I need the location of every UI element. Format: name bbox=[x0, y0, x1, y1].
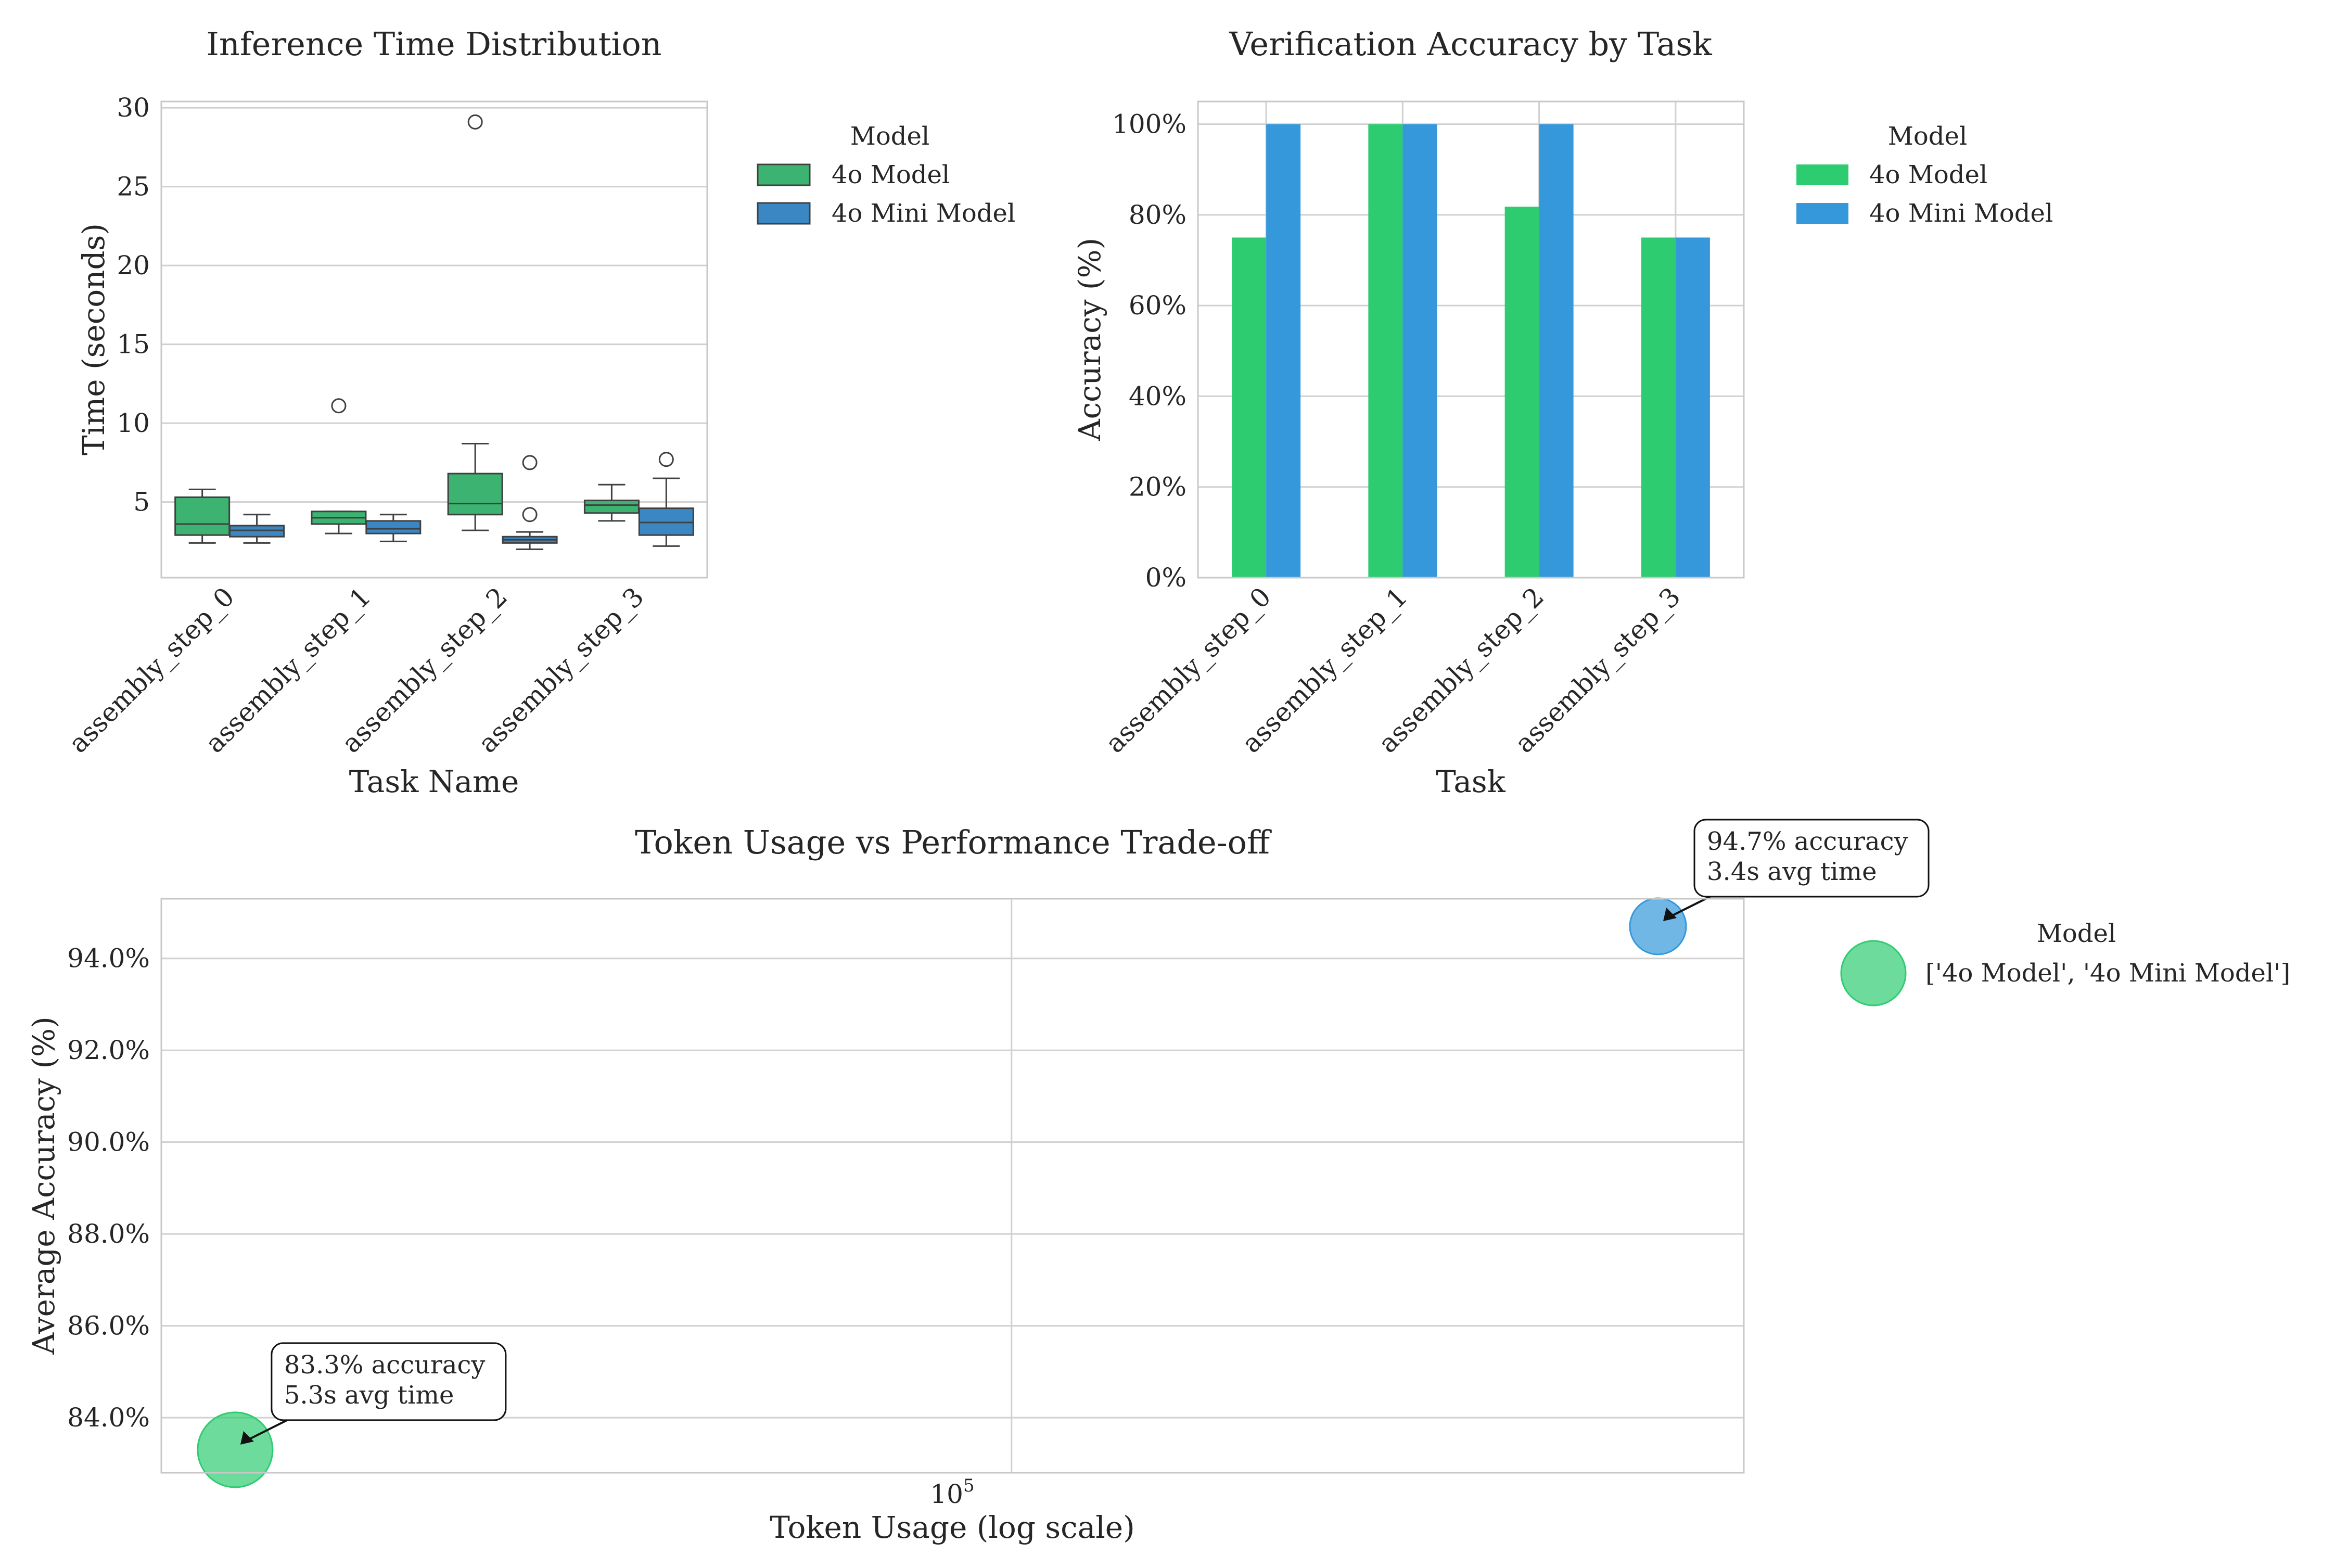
c1-y-tick-label: 15 bbox=[117, 329, 150, 360]
c2-y-tick-label: 40% bbox=[1129, 381, 1186, 411]
c2-bar-4o-mini bbox=[1266, 124, 1301, 578]
c1-outlier bbox=[658, 452, 674, 467]
c1-legend-swatch-4o-mini bbox=[757, 202, 811, 225]
c1-legend-label-4o-mini: 4o Mini Model bbox=[832, 199, 1015, 228]
c3-legend-title: Model bbox=[2037, 919, 2116, 948]
c1-box-4o bbox=[311, 398, 367, 534]
c1-box-body bbox=[638, 507, 694, 536]
c1-legend-swatch-4o bbox=[757, 163, 811, 186]
c3-annotation-box bbox=[1693, 819, 1930, 898]
c3-legend-label: ['4o Model', '4o Mini Model'] bbox=[1925, 959, 2290, 988]
c1-box-body bbox=[447, 473, 503, 516]
verification-accuracy-chart: 0% 20% 40% 60% 80% 100% assembly_step_0assemb… bbox=[1072, 25, 2053, 799]
c2-y-tick-label: 60% bbox=[1129, 290, 1186, 321]
c3-y-tick-label: 90.0% bbox=[67, 1127, 150, 1157]
c2-bar-4o bbox=[1641, 237, 1676, 578]
c2-plot-frame bbox=[1197, 100, 1745, 579]
c3-y-tick-label: 86.0% bbox=[67, 1311, 150, 1341]
c2-y-tick-label: 80% bbox=[1129, 200, 1186, 230]
c2-bar-4o bbox=[1368, 124, 1403, 578]
c1-y-tick-label: 30 bbox=[117, 93, 150, 123]
c3-title: Token Usage vs Performance Trade-off bbox=[635, 823, 1272, 861]
c2-y-tick-label: 100% bbox=[1112, 109, 1186, 139]
c3-annotation-text: 94.7% accuracy bbox=[1707, 827, 1908, 856]
c2-legend-label-4o: 4o Model bbox=[1869, 160, 1987, 189]
c3-annotation-text: 3.4s avg time bbox=[1707, 857, 1877, 886]
c2-title: Verification Accuracy by Task bbox=[1229, 25, 1712, 63]
c1-box-4o-mini bbox=[229, 514, 285, 544]
c1-legend-label-4o: 4o Model bbox=[832, 160, 950, 189]
c2-x-axis-label: Task bbox=[1436, 764, 1506, 799]
c2-x-ticks: assembly_step_0assembly_step_1assembly_s… bbox=[1100, 581, 1686, 759]
c2-bar-4o-mini bbox=[1675, 237, 1710, 578]
c1-x-ticks: assembly_step_0assembly_step_1assembly_s… bbox=[63, 581, 649, 759]
c2-marks bbox=[1232, 124, 1710, 578]
c3-x-ticks: 105 bbox=[930, 1475, 974, 1509]
c3-x-tick-label: 105 bbox=[930, 1475, 974, 1509]
c3-y-tick-label: 92.0% bbox=[67, 1035, 150, 1065]
c1-outlier bbox=[467, 114, 483, 130]
c2-legend-title: Model bbox=[1888, 122, 1968, 151]
inference-time-chart: 5 10 15 20 25 30 assembly_step_0assembly_step… bbox=[63, 25, 1015, 799]
c1-outlier bbox=[331, 398, 347, 414]
c3-annotation-text: 83.3% accuracy bbox=[284, 1350, 486, 1380]
c1-y-tick-label: 20 bbox=[117, 250, 150, 281]
c1-box-4o bbox=[583, 483, 640, 522]
c3-point-4o-mini bbox=[1629, 897, 1687, 955]
c1-y-tick-label: 25 bbox=[117, 172, 150, 202]
c1-box-4o bbox=[447, 114, 503, 531]
c2-bar-4o bbox=[1232, 237, 1267, 578]
c1-marks bbox=[174, 114, 694, 550]
c3-point-4o bbox=[197, 1411, 274, 1488]
c3-y-axis-label: Average Accuracy (%) bbox=[26, 1016, 61, 1355]
c1-box-4o-mini bbox=[365, 514, 422, 542]
c3-annotation-box bbox=[271, 1342, 507, 1421]
c3-plot-frame bbox=[160, 898, 1745, 1474]
c2-bar-4o-mini bbox=[1402, 124, 1437, 578]
c1-y-ticks: 5 10 15 20 25 30 bbox=[117, 93, 150, 517]
c2-y-ticks: 0% 20% 40% 60% 80% 100% bbox=[1112, 109, 1186, 593]
c1-box-4o-mini bbox=[502, 455, 558, 550]
c2-legend: Model 4o Model 4o Mini Model bbox=[1796, 122, 2053, 228]
c3-y-ticks: 84.0% 86.0% 88.0% 90.0% 92.0% 94.0% bbox=[67, 944, 150, 1433]
c2-y-tick-label: 0% bbox=[1145, 563, 1186, 593]
c1-legend-title: Model bbox=[850, 122, 930, 151]
c1-grid bbox=[161, 107, 707, 503]
c3-y-tick-label: 88.0% bbox=[67, 1219, 150, 1249]
c1-x-axis-label: Task Name bbox=[349, 764, 519, 799]
c1-box-body bbox=[583, 500, 640, 514]
c1-title: Inference Time Distribution bbox=[206, 25, 661, 63]
c2-legend-label-4o-mini: 4o Mini Model bbox=[1869, 199, 2053, 228]
c1-outlier bbox=[522, 507, 538, 522]
c1-box-body bbox=[365, 520, 422, 534]
c3-annotation-arrowhead bbox=[240, 1431, 254, 1445]
c1-y-axis-label: Time (seconds) bbox=[76, 223, 111, 455]
c2-y-axis-label: Accuracy (%) bbox=[1072, 238, 1107, 442]
c3-legend-marker bbox=[1840, 940, 1907, 1006]
c2-legend-swatch-4o-mini bbox=[1796, 203, 1848, 224]
c1-box-4o bbox=[174, 488, 231, 544]
c3-legend: Model ['4o Model', '4o Mini Model'] bbox=[1840, 919, 2290, 1006]
c3-x-axis-label: Token Usage (log scale) bbox=[770, 1510, 1134, 1545]
c3-annotation-arrowhead bbox=[1663, 907, 1677, 921]
c3-y-tick-label: 94.0% bbox=[67, 944, 150, 974]
c3-annotation-text: 5.3s avg time bbox=[284, 1381, 454, 1410]
c1-box-body bbox=[229, 525, 285, 538]
c2-bar-4o bbox=[1504, 207, 1539, 578]
c1-y-tick-label: 10 bbox=[117, 408, 150, 438]
c1-y-tick-label: 5 bbox=[133, 487, 150, 517]
c3-y-tick-label: 84.0% bbox=[67, 1403, 150, 1433]
c2-bar-4o-mini bbox=[1539, 124, 1574, 578]
c1-box-body bbox=[174, 496, 231, 536]
c1-box-4o-mini bbox=[638, 452, 694, 547]
c2-y-tick-label: 20% bbox=[1129, 472, 1186, 502]
c1-outlier bbox=[522, 455, 538, 470]
c2-legend-swatch-4o bbox=[1796, 164, 1848, 185]
c1-plot-frame bbox=[160, 100, 708, 579]
c1-legend: Model 4o Model 4o Mini Model bbox=[757, 122, 1015, 228]
